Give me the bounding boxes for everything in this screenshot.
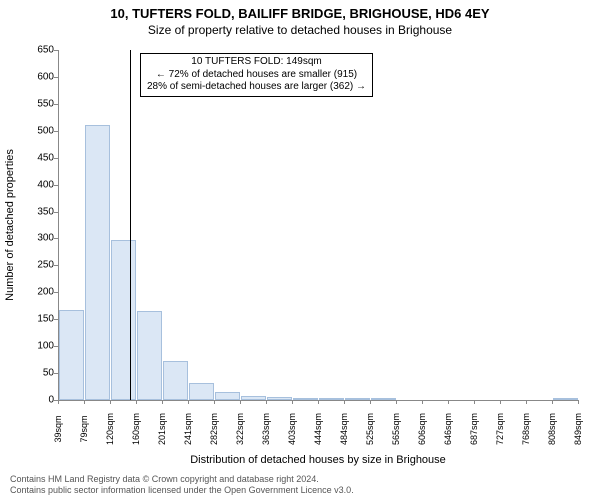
x-axis-label: Distribution of detached houses by size … xyxy=(190,454,446,466)
ytick-label: 550 xyxy=(37,98,54,109)
footer: Contains HM Land Registry data © Crown c… xyxy=(10,474,354,496)
ytick-label: 100 xyxy=(37,341,54,352)
ytick-mark xyxy=(54,158,58,159)
property-marker-line xyxy=(130,50,131,400)
histogram-bar xyxy=(215,392,240,400)
ytick-label: 450 xyxy=(37,152,54,163)
xtick-mark xyxy=(396,400,397,404)
xtick-mark xyxy=(162,400,163,404)
annotation-box: 10 TUFTERS FOLD: 149sqm ← 72% of detache… xyxy=(140,53,373,97)
footer-line1: Contains HM Land Registry data © Crown c… xyxy=(10,474,354,485)
xtick-label: 120sqm xyxy=(105,413,115,445)
ytick-label: 400 xyxy=(37,179,54,190)
ytick-mark xyxy=(54,131,58,132)
xtick-label: 808sqm xyxy=(547,413,557,445)
xtick-label: 79sqm xyxy=(79,415,89,442)
histogram-bar xyxy=(553,398,578,400)
xtick-label: 849sqm xyxy=(573,413,583,445)
ytick-label: 50 xyxy=(43,368,54,379)
ytick-label: 650 xyxy=(37,45,54,56)
xtick-label: 160sqm xyxy=(131,413,141,445)
histogram-bar xyxy=(267,397,292,400)
ytick-label: 350 xyxy=(37,206,54,217)
xtick-mark xyxy=(526,400,527,404)
xtick-mark xyxy=(214,400,215,404)
chart-container: 10, TUFTERS FOLD, BAILIFF BRIDGE, BRIGHO… xyxy=(0,0,600,500)
histogram-bar xyxy=(371,398,396,400)
xtick-mark xyxy=(578,400,579,404)
xtick-label: 484sqm xyxy=(339,413,349,445)
xtick-label: 241sqm xyxy=(183,413,193,445)
xtick-label: 565sqm xyxy=(391,413,401,445)
xtick-mark xyxy=(344,400,345,404)
annotation-line1: 10 TUFTERS FOLD: 149sqm xyxy=(147,56,366,69)
ytick-mark xyxy=(54,319,58,320)
histogram-bar xyxy=(137,311,162,400)
xtick-mark xyxy=(84,400,85,404)
xtick-label: 201sqm xyxy=(157,413,167,445)
xtick-mark xyxy=(188,400,189,404)
histogram-bar xyxy=(345,398,370,400)
ytick-label: 150 xyxy=(37,314,54,325)
histogram-bar xyxy=(85,125,110,400)
histogram-bar xyxy=(319,398,344,400)
xtick-label: 403sqm xyxy=(287,413,297,445)
xtick-mark xyxy=(474,400,475,404)
xtick-label: 322sqm xyxy=(235,413,245,445)
title-sub: Size of property relative to detached ho… xyxy=(0,21,600,37)
xtick-label: 687sqm xyxy=(469,413,479,445)
ytick-label: 600 xyxy=(37,71,54,82)
xtick-label: 39sqm xyxy=(53,415,63,442)
xtick-label: 727sqm xyxy=(495,413,505,445)
ytick-mark xyxy=(54,212,58,213)
xtick-mark xyxy=(448,400,449,404)
ytick-mark xyxy=(54,346,58,347)
xtick-label: 606sqm xyxy=(417,413,427,445)
ytick-label: 200 xyxy=(37,287,54,298)
ytick-label: 300 xyxy=(37,233,54,244)
ytick-mark xyxy=(54,185,58,186)
histogram-bar xyxy=(293,398,318,400)
xtick-mark xyxy=(58,400,59,404)
ytick-mark xyxy=(54,373,58,374)
xtick-mark xyxy=(136,400,137,404)
xtick-mark xyxy=(422,400,423,404)
y-axis-label: Number of detached properties xyxy=(4,149,16,301)
ytick-mark xyxy=(54,50,58,51)
ytick-label: 500 xyxy=(37,125,54,136)
xtick-mark xyxy=(110,400,111,404)
xtick-mark xyxy=(552,400,553,404)
chart-area xyxy=(58,50,578,400)
xtick-label: 282sqm xyxy=(209,413,219,445)
xtick-mark xyxy=(370,400,371,404)
histogram-bar xyxy=(241,396,266,400)
annotation-line2: ← 72% of detached houses are smaller (91… xyxy=(147,69,366,82)
xtick-mark xyxy=(292,400,293,404)
xtick-mark xyxy=(266,400,267,404)
plot-region xyxy=(58,50,579,401)
histogram-bar xyxy=(189,383,214,400)
ytick-mark xyxy=(54,265,58,266)
xtick-mark xyxy=(500,400,501,404)
annotation-line3: 28% of semi-detached houses are larger (… xyxy=(147,81,366,94)
ytick-mark xyxy=(54,292,58,293)
xtick-label: 646sqm xyxy=(443,413,453,445)
xtick-mark xyxy=(318,400,319,404)
histogram-bar xyxy=(59,310,84,400)
ytick-label: 250 xyxy=(37,260,54,271)
xtick-label: 444sqm xyxy=(313,413,323,445)
xtick-label: 363sqm xyxy=(261,413,271,445)
xtick-mark xyxy=(240,400,241,404)
ytick-mark xyxy=(54,104,58,105)
ytick-mark xyxy=(54,77,58,78)
ytick-mark xyxy=(54,238,58,239)
title-main: 10, TUFTERS FOLD, BAILIFF BRIDGE, BRIGHO… xyxy=(0,0,600,21)
histogram-bar xyxy=(111,240,136,400)
xtick-label: 768sqm xyxy=(521,413,531,445)
footer-line2: Contains public sector information licen… xyxy=(10,485,354,496)
xtick-label: 525sqm xyxy=(365,413,375,445)
histogram-bar xyxy=(163,361,188,400)
